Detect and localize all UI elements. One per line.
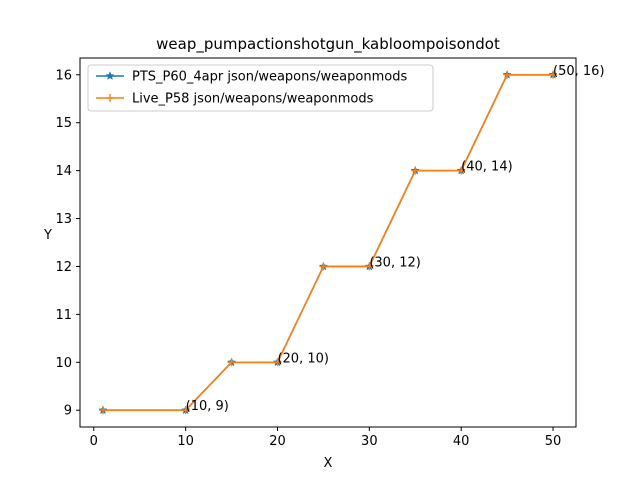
- series-2-point: [457, 166, 466, 175]
- y-tick-label: 9: [64, 404, 72, 419]
- series-line-2: [102, 73, 554, 412]
- series-2-point: [98, 406, 107, 415]
- point-annotation: (50, 16): [553, 64, 605, 79]
- y-tick-label: 13: [55, 212, 72, 227]
- legend-label-1: PTS_P60_4apr json/weapons/weaponmods: [132, 70, 407, 85]
- x-tick-label: 10: [177, 434, 194, 449]
- point-annotation: (20, 10): [277, 351, 329, 366]
- x-tick-label: 40: [453, 434, 470, 449]
- plot-frame: [79, 57, 577, 428]
- series-2-point: [181, 406, 190, 415]
- y-tick-label: 11: [55, 308, 72, 323]
- legend-label-2: Live_P58 json/weapons/weaponmods: [132, 92, 374, 107]
- legend-box: [87, 64, 434, 112]
- point-annotation: (10, 9): [186, 399, 229, 414]
- y-axis-title: Y: [43, 228, 52, 243]
- y-tick-label: 10: [55, 356, 72, 371]
- legend-marker-1: [105, 71, 115, 80]
- legend: PTS_P60_4apr json/weapons/weaponmods Live…: [87, 64, 434, 112]
- legend-marker-2: [106, 94, 114, 102]
- series-2-point: [227, 358, 236, 367]
- y-tick-label: 16: [55, 68, 72, 83]
- series-2-point: [411, 166, 420, 175]
- x-tick-label: 50: [545, 434, 562, 449]
- series-2-point: [365, 262, 374, 271]
- y-tick-label: 15: [55, 116, 72, 131]
- series-2-point: [549, 70, 558, 79]
- series-2-point: [319, 262, 328, 271]
- series-2-point: [503, 70, 512, 79]
- plot-area: 0 10 20 30 40 50 9 10 11 12 13 14 15 16 (10, 9) (20, 10…: [55, 57, 605, 449]
- point-annotation: (40, 14): [461, 160, 513, 175]
- point-annotation: (30, 12): [369, 255, 421, 270]
- series-2-point: [273, 358, 282, 367]
- x-tick-label: 30: [361, 434, 378, 449]
- x-tick-label: 0: [90, 434, 98, 449]
- y-tick-label: 12: [55, 260, 72, 275]
- chart-title: weap_pumpactionshotgun_kabloompoisondot: [156, 35, 500, 54]
- x-tick-label: 20: [269, 434, 286, 449]
- y-tick-label: 14: [55, 164, 72, 179]
- x-axis-title: X: [324, 456, 333, 471]
